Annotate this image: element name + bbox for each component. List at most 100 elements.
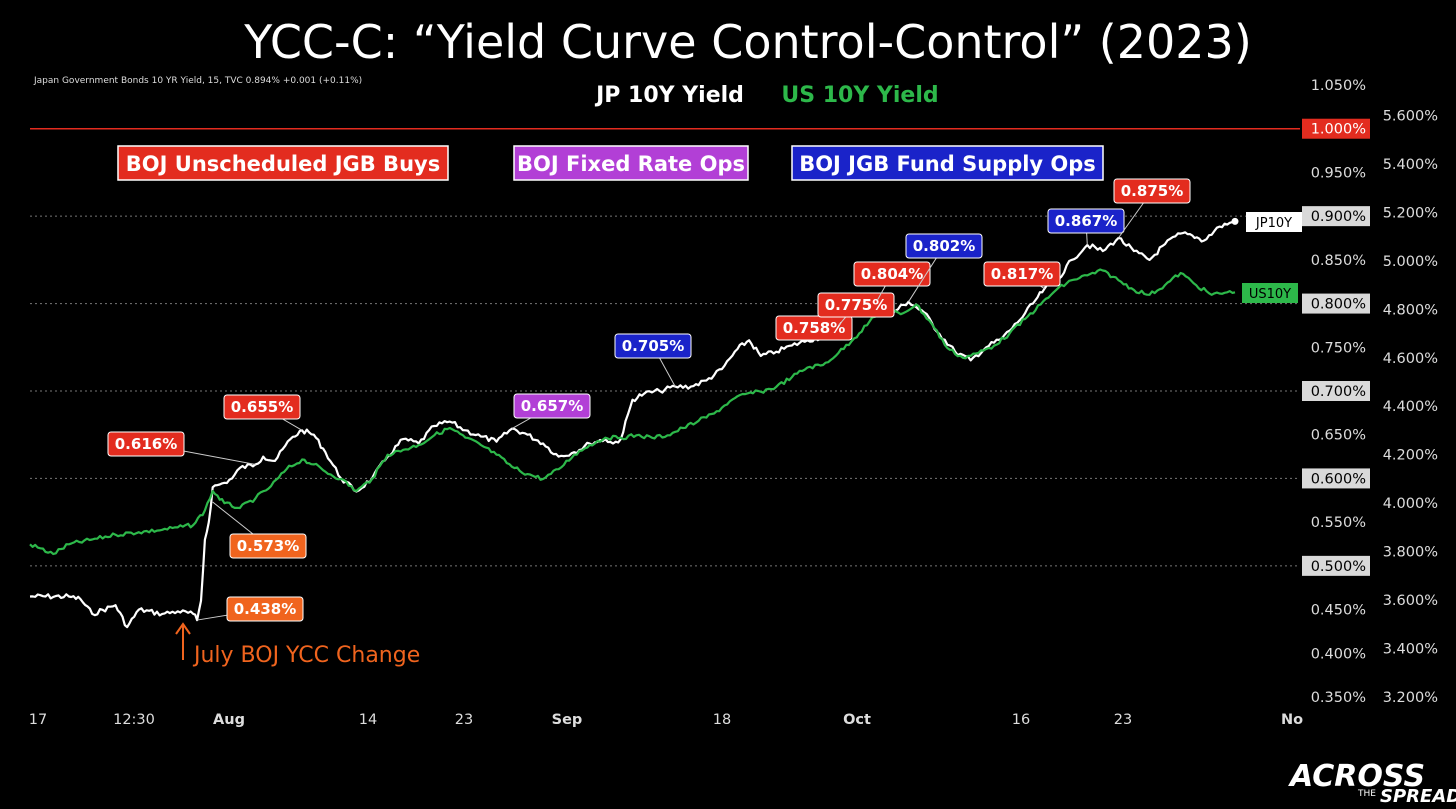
series-jp10y <box>29 220 1236 629</box>
annotation-label: 0.438% <box>234 600 296 618</box>
jp-axis-highlight-tick: 1.000% <box>1311 122 1366 138</box>
event-arrow-head <box>175 622 191 635</box>
chart-title: YCC-C: “Yield Curve Control-Control” (20… <box>243 15 1252 69</box>
legend-box-1-bg <box>513 145 749 181</box>
jp-axis-tick: 0.550% <box>1311 515 1366 531</box>
x-axis-tick: 23 <box>1114 712 1132 728</box>
annotation-label: 0.573% <box>237 537 299 555</box>
us-axis-tick: 4.800% <box>1383 302 1438 318</box>
annotation-label: 0.875% <box>1121 182 1183 200</box>
annotation-label: 0.802% <box>913 237 975 255</box>
annotation-4-bg <box>513 393 591 419</box>
annotation-3-bg <box>226 596 304 622</box>
annotation-label: 0.616% <box>115 435 177 453</box>
annotation-8-bg <box>853 261 931 287</box>
jp-axis-tick: 0.850% <box>1311 253 1366 269</box>
x-axis-tick: Aug <box>213 712 245 728</box>
info-line: Japan Government Bonds 10 YR Yield, 15, … <box>33 76 362 86</box>
event-note: July BOJ YCC Change <box>175 622 420 668</box>
left-axis: 1.050% 0.950% 0.850% 0.750% 0.650% 0.550% 0.45… <box>1302 78 1370 706</box>
jp-axis-tick: 0.950% <box>1311 165 1366 181</box>
annotation-label: 0.705% <box>622 337 684 355</box>
jp-axis-tick: 1.050% <box>1311 78 1366 94</box>
legend-boxes: BOJ Unscheduled JGB Buys BOJ Fixed Rate O… <box>117 145 1104 181</box>
x-axis-tick: Oct <box>843 712 871 728</box>
annotation-5-bg <box>614 333 692 359</box>
annotation-label: 0.758% <box>783 319 845 337</box>
us-axis-tick: 3.200% <box>1383 690 1438 706</box>
legend-box-0: BOJ Unscheduled JGB Buys <box>126 152 440 176</box>
jp-axis-highlight-tick: 0.500% <box>1311 559 1366 575</box>
annotation-10-bg <box>983 261 1061 287</box>
jp-axis-highlight-bg <box>1302 468 1370 489</box>
series-legend: JP 10Y Yield US 10Y Yield <box>594 83 939 108</box>
end-tag-us10y: US10Y <box>1249 287 1291 302</box>
jp-axis-tick: 0.450% <box>1311 603 1366 619</box>
us-axis-tick: 5.200% <box>1383 205 1438 221</box>
legend-box-1: BOJ Fixed Rate Ops <box>517 152 745 176</box>
jp-axis-highlight-bg <box>1302 118 1370 139</box>
jp-axis-highlight-tick: 0.600% <box>1311 471 1366 487</box>
annotation-0-bg <box>107 431 185 457</box>
us-axis-tick: 4.000% <box>1383 496 1438 512</box>
event-note-label: July BOJ YCC Change <box>192 643 420 668</box>
jp-axis-highlight-tick: 0.900% <box>1311 209 1366 225</box>
annotation-label: 0.817% <box>991 265 1053 283</box>
annotation-label: 0.775% <box>825 296 887 314</box>
annotation-1-bg <box>223 394 301 420</box>
legend-box-2: BOJ JGB Fund Supply Ops <box>799 152 1096 176</box>
annotations: 0.616% 0.655% 0.573% 0.438% 0.657% 0.705% 0.75… <box>107 178 1191 622</box>
jp-axis-highlight-bg <box>1302 293 1370 314</box>
us-axis-tick: 3.600% <box>1383 593 1438 609</box>
x-axis-tick: 16 <box>1012 712 1030 728</box>
us-axis-tick: 5.000% <box>1383 254 1438 270</box>
jp-axis-highlight-bg <box>1302 206 1370 227</box>
annotation-label: 0.657% <box>521 397 583 415</box>
brand-logo: ACROSS THE SPREAD <box>1288 759 1456 807</box>
jp-axis-tick: 0.400% <box>1311 646 1366 662</box>
x-axis-tick: No <box>1281 712 1303 728</box>
brand-bottom: SPREAD <box>1380 786 1456 807</box>
annotation-12-bg <box>1113 178 1191 204</box>
us-axis-tick: 3.400% <box>1383 642 1438 658</box>
annotation-label: 0.655% <box>231 398 293 416</box>
jp-axis-tick: 0.650% <box>1311 428 1366 444</box>
us-axis-tick: 3.800% <box>1383 545 1438 561</box>
x-axis-tick: 23 <box>455 712 473 728</box>
brand-top: ACROSS <box>1288 759 1425 794</box>
legend-jp: JP 10Y Yield <box>594 83 744 108</box>
annotation-6-bg <box>775 315 853 341</box>
legend-us: US 10Y Yield <box>781 83 938 108</box>
us-axis-tick: 5.600% <box>1383 108 1438 124</box>
brand-mid: THE <box>1357 789 1376 799</box>
us-axis-tick: 4.200% <box>1383 448 1438 464</box>
series-end-dot <box>1231 217 1239 225</box>
us-axis-tick: 4.400% <box>1383 399 1438 415</box>
jp-axis-highlight-bg <box>1302 555 1370 576</box>
x-axis-tick: Sep <box>552 712 583 728</box>
x-axis-tick: 14 <box>359 712 377 728</box>
end-tag-us10y-bg <box>1242 283 1298 303</box>
us-axis-tick: 5.400% <box>1383 157 1438 173</box>
series-lines: JP10Y US10Y <box>29 212 1302 629</box>
annotation-2-bg <box>229 533 307 559</box>
annotation-7-bg <box>817 292 895 318</box>
right-axis: 5.600% 5.400% 5.200% 5.000% 4.800% 4.600% 4.40… <box>1383 108 1438 706</box>
annotation-label: 0.804% <box>861 265 923 283</box>
series-us10y <box>29 268 1236 556</box>
jp-axis-tick: 0.350% <box>1311 690 1366 706</box>
us-axis-tick: 4.600% <box>1383 351 1438 367</box>
annotation-11-bg <box>1047 208 1125 234</box>
end-tag-jp10y: JP10Y <box>1255 216 1292 231</box>
jp-axis-highlight-tick: 0.700% <box>1311 384 1366 400</box>
jp-axis-highlight-bg <box>1302 381 1370 401</box>
x-axis-tick: 17 <box>29 712 47 728</box>
x-axis-tick: 18 <box>713 712 731 728</box>
jp-axis-highlight-tick: 0.800% <box>1311 297 1366 313</box>
annotation-9-bg <box>905 233 983 259</box>
x-axis: 17 12:30 Aug 14 23 Sep 18 Oct 16 23 No <box>29 712 1303 728</box>
annotation-label: 0.867% <box>1055 212 1117 230</box>
x-axis-tick: 12:30 <box>113 712 155 728</box>
legend-box-2-bg <box>791 145 1104 181</box>
